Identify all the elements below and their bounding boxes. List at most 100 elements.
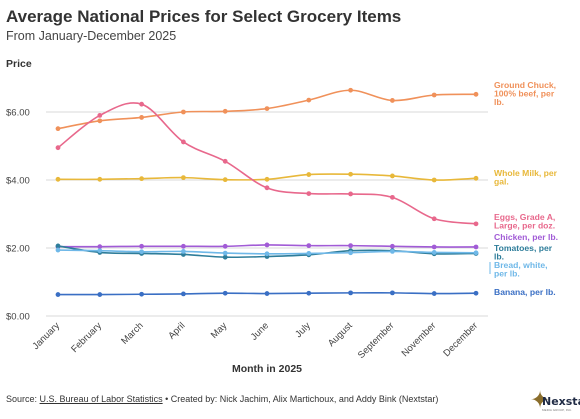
- data-point-chicken: [222, 243, 228, 249]
- series-label-ground-chuck: Ground Chuck, 100% beef, per lb.: [494, 80, 556, 107]
- data-point-eggs: [306, 191, 312, 197]
- data-point-chicken: [473, 244, 479, 250]
- data-point-bread: [139, 249, 145, 255]
- data-point-banana: [306, 290, 312, 296]
- y-axis-title: Price: [6, 58, 32, 70]
- data-point-eggs: [390, 194, 395, 200]
- data-point-ground-chuck: [390, 98, 395, 103]
- data-point-banana: [473, 290, 479, 296]
- series-line-eggs: [57, 102, 477, 225]
- data-point-bread: [97, 248, 103, 254]
- data-point-bread: [473, 250, 479, 256]
- series-label-chicken: Chicken, per lb.: [494, 232, 558, 242]
- logo-wordmark: Nexstar: [542, 395, 580, 408]
- x-tick-label: February: [69, 320, 104, 355]
- series-label-tomatoes: Tomatoes, per lb.: [494, 243, 553, 262]
- data-point-banana: [264, 291, 270, 296]
- y-tick-label: $2.00: [6, 244, 30, 255]
- x-tick-label: December: [441, 320, 480, 359]
- data-point-banana: [97, 292, 103, 297]
- data-point-whole-milk: [306, 172, 312, 177]
- source-label: Source:: [6, 394, 38, 404]
- data-point-banana: [139, 291, 145, 297]
- logo-tagline: MEDIA GROUP, INC.: [542, 408, 573, 412]
- data-point-eggs: [264, 185, 270, 191]
- data-point-banana: [222, 290, 228, 296]
- data-point-eggs: [97, 113, 103, 118]
- data-point-whole-milk: [264, 176, 270, 182]
- data-point-bread: [431, 250, 437, 255]
- x-tick-label: March: [119, 320, 145, 346]
- data-point-bread: [348, 250, 353, 256]
- data-point-chicken: [97, 244, 103, 250]
- data-point-chicken: [431, 244, 437, 250]
- data-point-whole-milk: [222, 177, 228, 183]
- data-point-bread: [181, 249, 186, 254]
- data-point-eggs: [181, 139, 186, 145]
- series-label-bread: Bread, white, per lb.: [494, 260, 547, 279]
- x-tick-label: September: [356, 320, 397, 361]
- series-label-whole-milk: Whole Milk, per gal.: [494, 168, 558, 187]
- data-point-chicken: [390, 243, 395, 249]
- data-point-bread: [55, 247, 61, 253]
- y-tick-label: $6.00: [6, 108, 30, 119]
- series-label-banana: Banana, per lb.: [494, 287, 556, 297]
- data-point-whole-milk: [390, 173, 395, 179]
- data-point-bread: [264, 251, 270, 257]
- data-point-ground-chuck: [264, 106, 270, 111]
- data-point-whole-milk: [431, 177, 437, 183]
- data-point-chicken: [264, 242, 270, 248]
- data-point-ground-chuck: [306, 97, 312, 103]
- x-tick-label: June: [249, 320, 271, 342]
- nexstar-logo: ✦ Nexstar MEDIA GROUP, INC.: [530, 387, 580, 415]
- data-point-banana: [390, 290, 395, 296]
- source-link[interactable]: U.S. Bureau of Labor Statistics: [39, 394, 163, 404]
- data-point-banana: [181, 291, 186, 297]
- data-point-whole-milk: [97, 176, 103, 182]
- data-point-ground-chuck: [348, 87, 353, 93]
- data-point-bread: [222, 250, 228, 256]
- series-label-eggs: Eggs, Grade A, Large, per doz.: [494, 212, 555, 231]
- y-tick-label: $4.00: [6, 176, 30, 187]
- x-tick-label: November: [400, 320, 439, 359]
- data-point-ground-chuck: [181, 109, 186, 115]
- data-point-eggs: [55, 145, 61, 151]
- data-point-tomatoes: [55, 243, 61, 249]
- line-chart: Price $0.00 $2.00 $4.00 $6.00 January February…: [6, 58, 558, 375]
- data-point-eggs: [348, 191, 353, 197]
- data-point-whole-milk: [181, 175, 186, 181]
- data-point-whole-milk: [139, 176, 145, 182]
- data-point-chicken: [181, 243, 186, 249]
- x-tick-label: May: [209, 320, 230, 341]
- chart-subtitle: From January-December 2025: [6, 29, 177, 43]
- x-tick-label: July: [293, 320, 313, 340]
- data-point-whole-milk: [473, 175, 479, 181]
- data-point-ground-chuck: [55, 126, 61, 132]
- data-point-eggs: [431, 216, 437, 222]
- x-tick-label: January: [30, 320, 62, 352]
- data-point-banana: [55, 292, 61, 297]
- data-point-chicken: [348, 243, 353, 249]
- data-point-ground-chuck: [473, 91, 479, 97]
- data-point-chicken: [306, 243, 312, 249]
- x-axis-title: Month in 2025: [232, 363, 302, 375]
- data-point-eggs: [139, 101, 145, 107]
- data-point-bread: [390, 249, 395, 254]
- star-icon: ✦: [530, 387, 551, 414]
- data-point-whole-milk: [348, 171, 353, 177]
- data-point-bread: [306, 251, 312, 256]
- x-tick-label: August: [326, 320, 355, 349]
- data-point-eggs: [222, 158, 228, 164]
- credits-text: • Created by: Nick Jachim, Alix Marticho…: [162, 394, 439, 404]
- y-tick-label: $0.00: [6, 312, 30, 323]
- data-point-ground-chuck: [431, 92, 437, 98]
- footer-source: Source: U.S. Bureau of Labor Statistics …: [6, 394, 438, 404]
- data-point-eggs: [473, 221, 479, 227]
- data-point-tomatoes: [222, 254, 228, 260]
- data-point-banana: [431, 291, 437, 296]
- x-tick-label: April: [166, 320, 187, 341]
- data-point-chicken: [139, 243, 145, 249]
- chart-title: Average National Prices for Select Groce…: [6, 7, 402, 26]
- data-point-ground-chuck: [97, 118, 103, 124]
- data-point-banana: [348, 290, 353, 296]
